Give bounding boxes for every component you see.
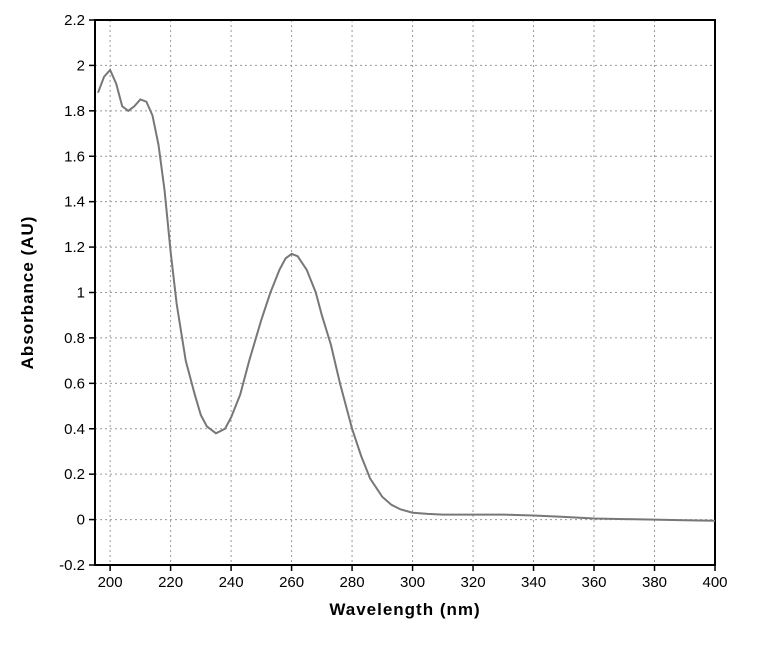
y-tick-label: -0.2 — [59, 557, 85, 574]
x-tick-label: 280 — [340, 574, 365, 591]
y-tick-label: 1.6 — [64, 148, 85, 165]
y-tick-label: 2.2 — [64, 12, 85, 29]
x-tick-label: 240 — [219, 574, 244, 591]
x-tick-label: 400 — [702, 574, 727, 591]
absorbance-spectrum-chart: 200 220 240 260 280 300 320 340 360 380 400 -0.2 0 0.… — [0, 0, 767, 649]
chart-svg: 200 220 240 260 280 300 320 340 360 380 400 -0.2 0 0.… — [0, 0, 767, 649]
x-tick-label: 360 — [582, 574, 607, 591]
y-tick-label: 0.6 — [64, 375, 85, 392]
y-tick-label: 0.2 — [64, 466, 85, 483]
x-axis-label: Wavelength (nm) — [329, 600, 480, 619]
y-tick-label: 0.4 — [64, 421, 85, 438]
y-tick-label: 0.8 — [64, 330, 85, 347]
y-tick-label: 1.8 — [64, 103, 85, 120]
x-tick-label: 300 — [400, 574, 425, 591]
x-tick-label: 320 — [461, 574, 486, 591]
y-tick-label: 0 — [77, 512, 85, 529]
x-tick-label: 380 — [642, 574, 667, 591]
y-tick-label: 2 — [77, 57, 85, 74]
absorbance-curve — [98, 70, 715, 521]
x-tick-label: 200 — [98, 574, 123, 591]
x-tick-label: 340 — [521, 574, 546, 591]
x-tick-label: 260 — [279, 574, 304, 591]
y-tick-label: 1 — [77, 285, 85, 302]
y-tick-label: 1.2 — [64, 239, 85, 256]
x-tick-label: 220 — [158, 574, 183, 591]
y-tick-label: 1.4 — [64, 194, 85, 211]
y-axis-label: Absorbance (AU) — [18, 216, 37, 370]
